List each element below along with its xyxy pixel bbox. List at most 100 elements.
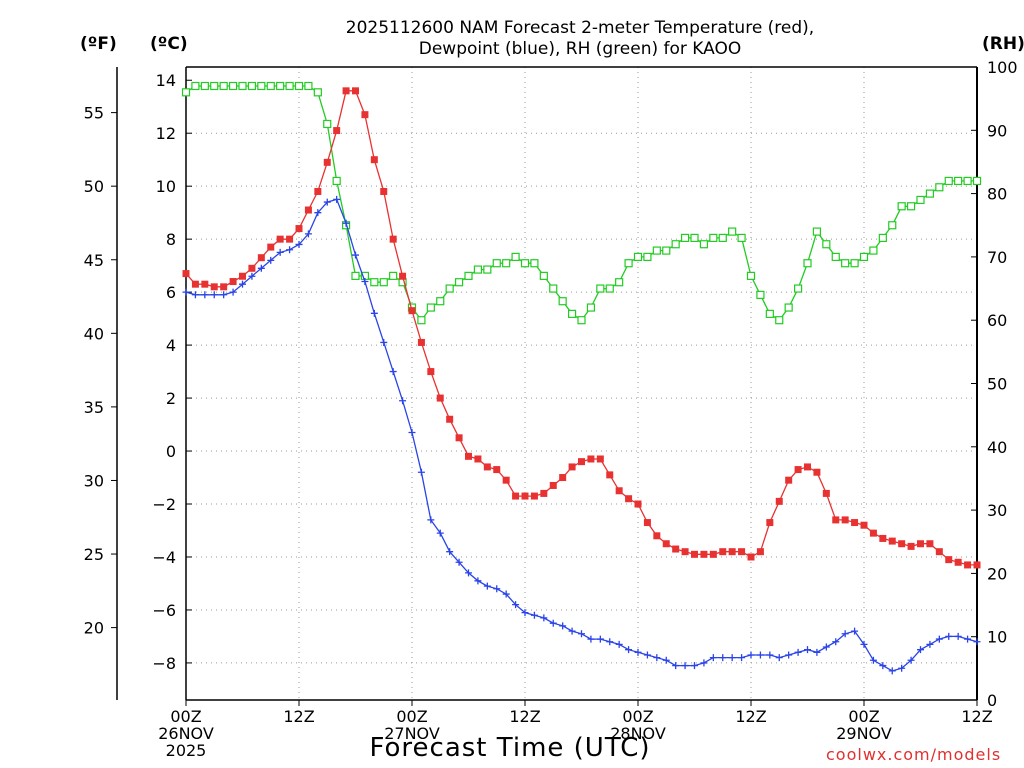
celsius-tick-label: 4 (166, 336, 176, 355)
dewpoint-point (596, 635, 604, 643)
dewpoint-point (474, 577, 482, 585)
dewpoint-point (832, 638, 840, 646)
series-line-rh (185, 85, 977, 322)
rh-point (370, 278, 379, 287)
x-axis-title: Forecast Time (UTC) (369, 733, 651, 763)
temperature-point (775, 497, 783, 505)
temperature-point (822, 489, 830, 497)
dewpoint-point (869, 656, 877, 664)
dewpoint-point (502, 590, 510, 598)
celsius-axis-label: (ºC) (150, 34, 188, 54)
dewpoint-point (446, 548, 454, 556)
temperature-point (615, 487, 623, 495)
rh-point (775, 316, 784, 325)
rh-point (191, 81, 200, 91)
dewpoint-point (653, 654, 661, 662)
x-tick-label: 00Z (396, 707, 427, 726)
rh-point (445, 284, 454, 293)
temperature-point (568, 463, 576, 471)
x-tick-label: 12Z (735, 707, 766, 726)
x-tick-label: 12Z (509, 707, 540, 726)
rh-point (822, 240, 831, 249)
rh-point (803, 259, 812, 268)
rh-point (972, 176, 982, 186)
dewpoint-point (606, 638, 614, 646)
rh-point (285, 81, 294, 91)
dewpoint-point (964, 635, 972, 643)
dewpoint-point (775, 654, 783, 662)
celsius-tick-label: 12 (156, 124, 176, 143)
temperature-point (201, 280, 209, 288)
temperature-point (907, 542, 915, 550)
rh-point (944, 176, 953, 186)
dewpoint-point (370, 309, 378, 317)
dewpoint-point (813, 648, 821, 656)
temperature-point (530, 492, 538, 500)
dewpoint-point (455, 558, 463, 566)
dewpoint-point (427, 516, 435, 524)
rh-point (417, 316, 426, 325)
temperature-point (276, 235, 284, 243)
rh-point (897, 202, 906, 211)
temperature-point (483, 463, 491, 471)
rh-point (869, 246, 878, 255)
dewpoint-point (973, 638, 981, 646)
temperature-point (248, 264, 256, 272)
rh-point (436, 297, 445, 306)
temperature-point (681, 548, 689, 556)
dewpoint-point (568, 627, 576, 635)
dewpoint-point (483, 582, 491, 590)
temperature-point (719, 548, 727, 556)
dewpoint-point (512, 601, 520, 609)
rh-point (906, 202, 916, 211)
temperature-point (766, 519, 774, 527)
rh-point (709, 233, 718, 243)
credit-link[interactable]: coolwx.com/models (826, 745, 1002, 764)
dewpoint-point (851, 627, 859, 635)
rh-point (511, 252, 520, 261)
rh-point (210, 81, 219, 91)
temperature-point (832, 516, 840, 524)
rh-tick-label: 80 (987, 185, 1007, 204)
rh-point (238, 81, 247, 91)
fahrenheit-tick-label: 35 (84, 398, 104, 417)
rh-point (831, 252, 840, 261)
celsius-tick-label: 6 (166, 283, 176, 302)
rh-point (276, 81, 285, 91)
rh-point (746, 271, 756, 280)
rh-point (963, 176, 972, 186)
rh-point (219, 81, 228, 91)
dewpoint-point (634, 648, 642, 656)
rh-tick-label: 60 (987, 311, 1007, 330)
temperature-point (474, 455, 482, 463)
temperature-point (380, 187, 388, 195)
celsius-tick-label: −6 (152, 601, 176, 620)
rh-point (577, 316, 586, 325)
dewpoint-point (662, 656, 670, 664)
temperature-point (756, 548, 764, 556)
dewpoint-point (766, 651, 774, 659)
dewpoint-point (286, 246, 294, 254)
rh-point (671, 240, 680, 249)
temperature-point (267, 243, 275, 251)
rh-point (718, 233, 727, 243)
temperature-point (898, 540, 906, 548)
temperature-point (427, 368, 435, 376)
temperature-point (653, 532, 661, 540)
series-dewpoint (182, 195, 981, 675)
dewpoint-point (681, 662, 689, 670)
rh-point (454, 278, 464, 287)
chart-title-line-1: 2025112600 NAM Forecast 2-meter Temperat… (345, 18, 815, 38)
dewpoint-point (229, 288, 237, 296)
temperature-point (964, 561, 972, 569)
rh-point (662, 246, 671, 255)
dewpoint-point (804, 646, 811, 654)
temperature-point (804, 463, 811, 471)
dewpoint-point (408, 428, 416, 436)
dewpoint-point (907, 656, 915, 664)
celsius-tick-label: 8 (166, 230, 176, 249)
series-line-dewpoint (185, 198, 978, 672)
celsius-tick-label: −2 (152, 495, 176, 514)
dewpoint-point (954, 632, 962, 640)
dewpoint-point (691, 662, 698, 670)
